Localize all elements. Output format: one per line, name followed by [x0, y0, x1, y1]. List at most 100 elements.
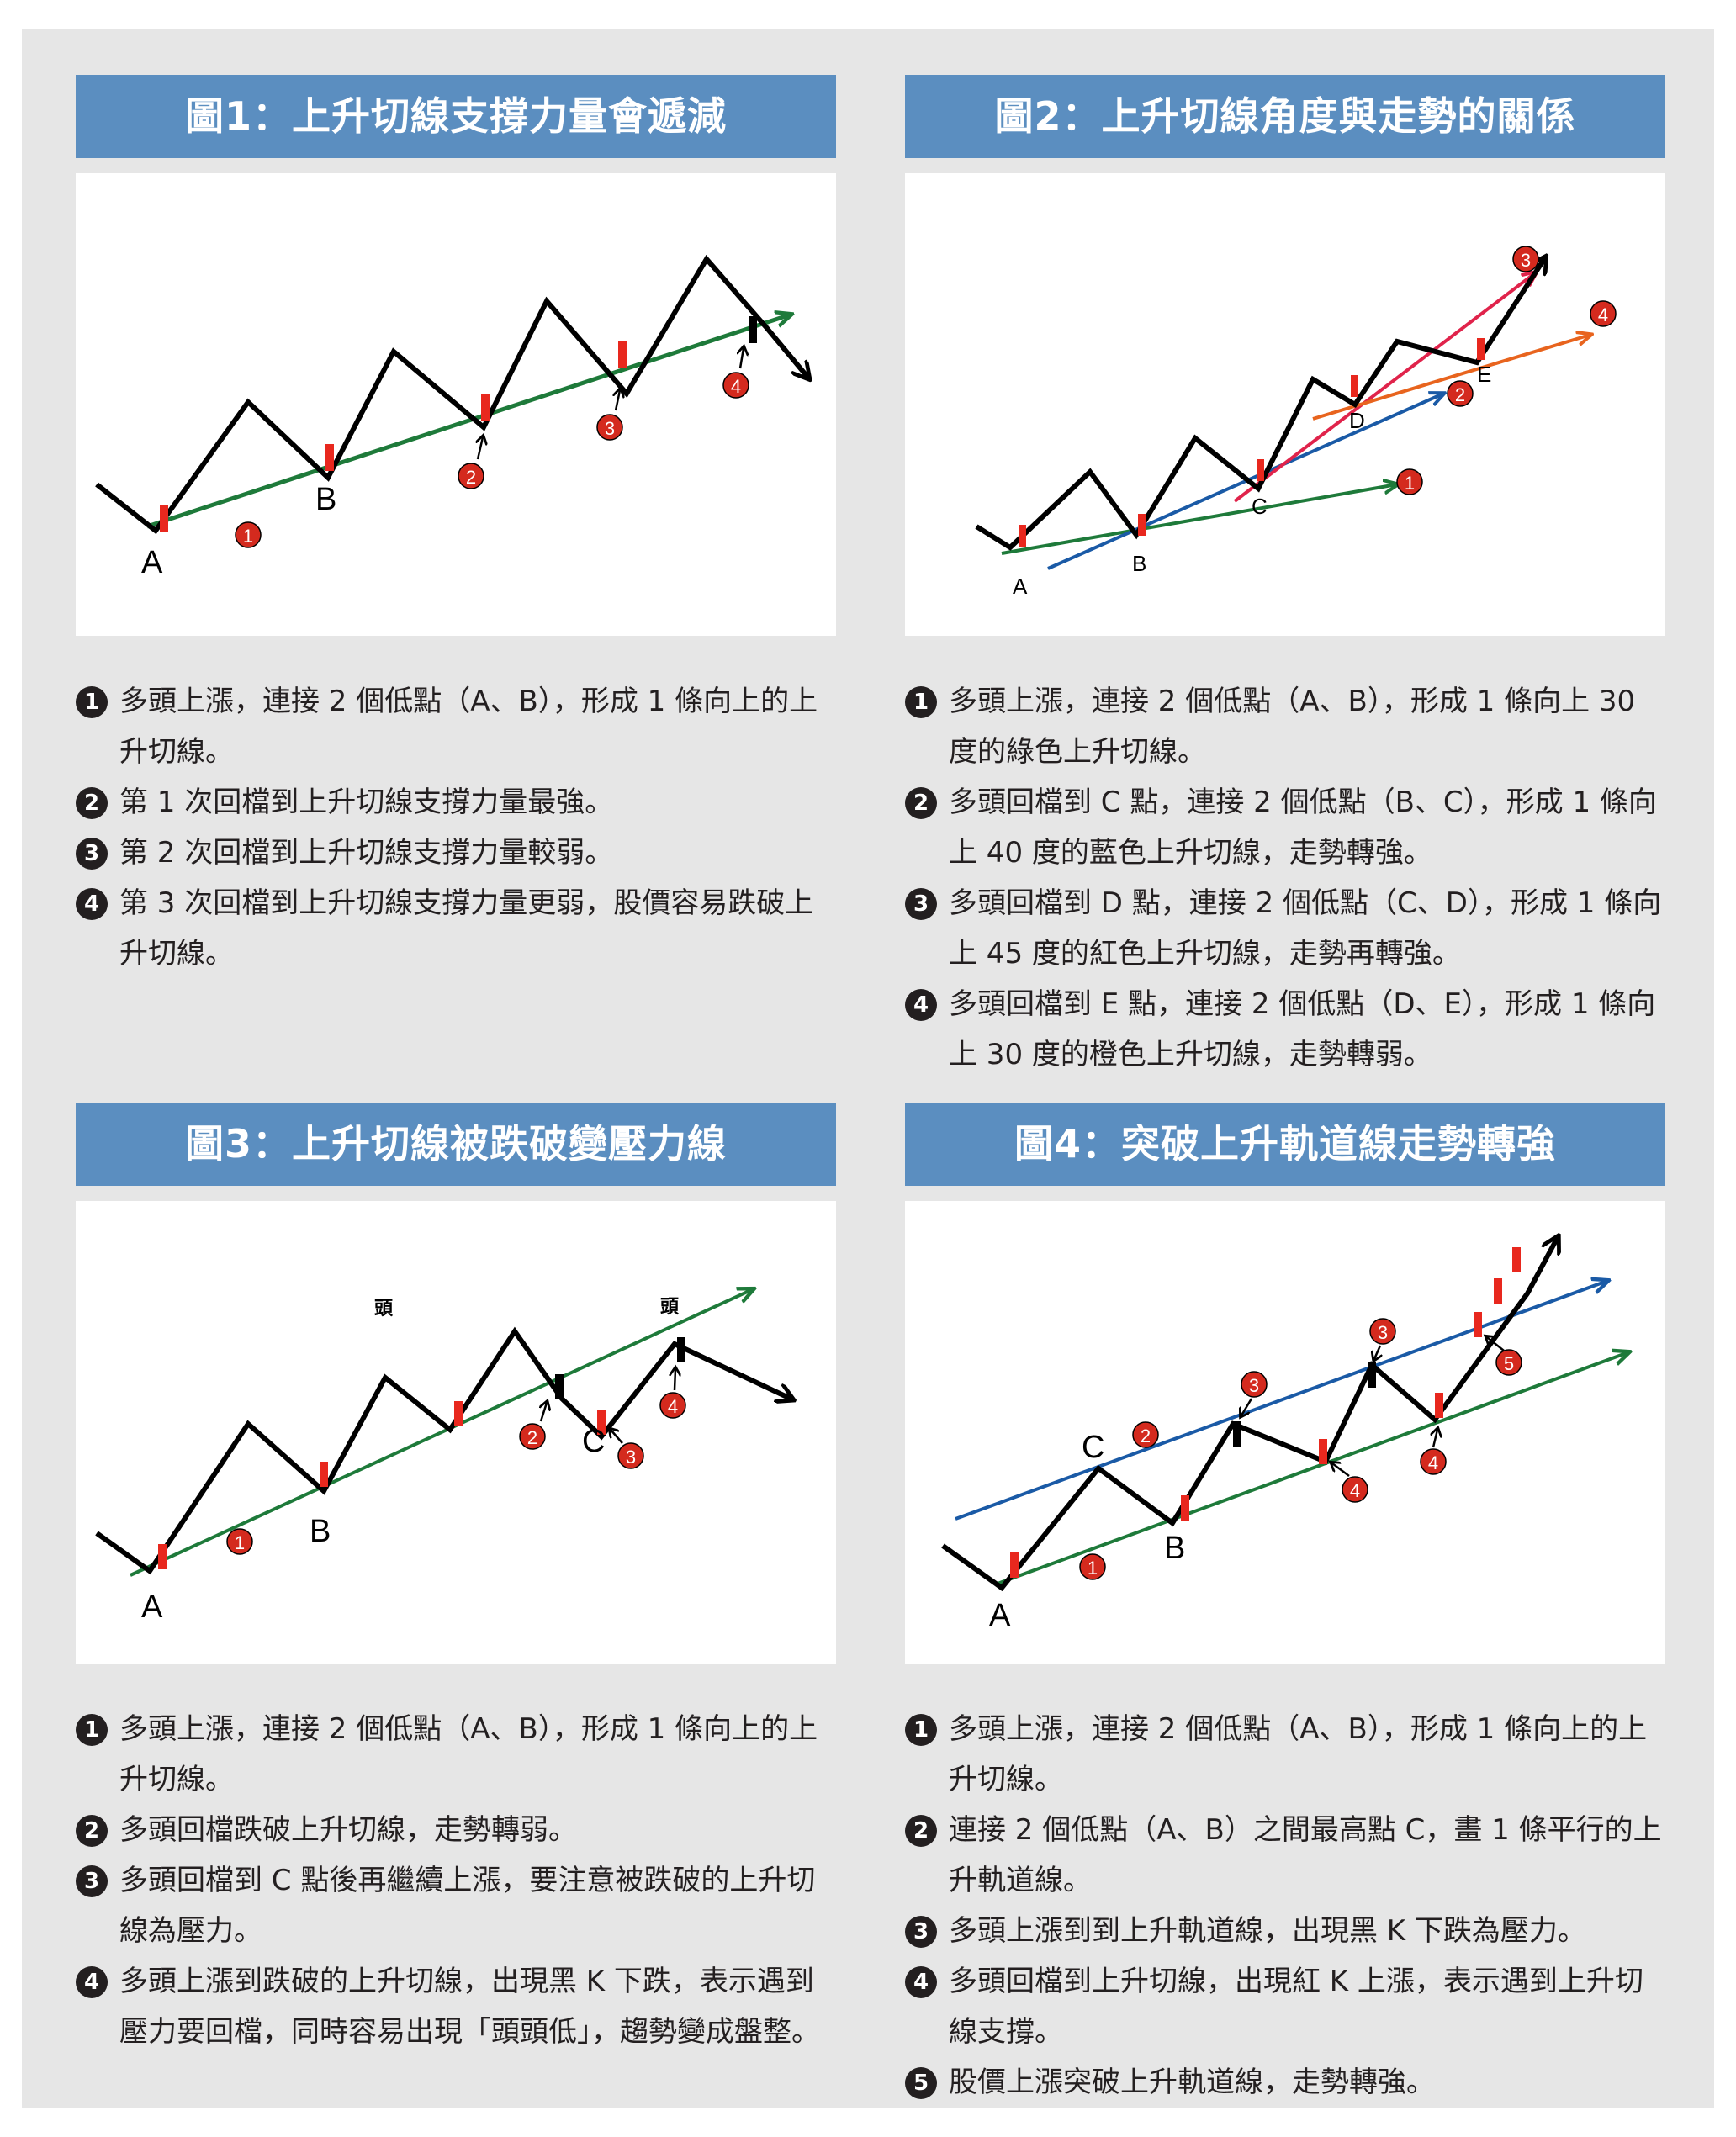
marker-2: 2: [1132, 1421, 1159, 1448]
note-item: 1 多頭上漲，連接 2 個低點（A、B），形成 1 條向上的上升切線。: [76, 676, 836, 777]
panel-figure-3: 圖3：上升切線被跌破變壓力線 A B C 頭 頭: [76, 1103, 836, 2049]
red-candle: [1138, 514, 1146, 536]
point-label-a: A: [989, 1598, 1011, 1633]
note-item: 2 連接 2 個低點（A、B）之間最高點 C，畫 1 條平行的上升軌道線。: [905, 1805, 1665, 1906]
svg-text:2: 2: [1141, 1426, 1151, 1447]
note-number: 2: [76, 787, 108, 819]
red-candle: [160, 505, 168, 532]
note-number: 1: [905, 1714, 937, 1746]
pointer-arrow: [1433, 1430, 1437, 1448]
note-text: 多頭上漲，連接 2 個低點（A、B），形成 1 條向上的上升切線。: [119, 685, 818, 769]
red-candle: [1257, 459, 1264, 481]
red-candle: [454, 1401, 463, 1426]
panel-title: 圖2：上升切線角度與走勢的關係: [905, 75, 1665, 158]
point-label-a: A: [1013, 574, 1028, 599]
note-text: 第 1 次回檔到上升切線支撐力量最強。: [119, 786, 614, 819]
point-label-c: C: [1082, 1430, 1104, 1465]
note-text: 多頭上漲，連接 2 個低點（A、B），形成 1 條向上的上升切線。: [119, 1712, 818, 1796]
price-path: [95, 254, 807, 535]
note-number: 1: [905, 686, 937, 718]
diagram-box: A B C D E 1 2 3 4: [905, 173, 1665, 636]
trendline-support-diagram: A B 1 2 3 4: [95, 254, 836, 580]
point-label-a: A: [141, 545, 163, 580]
price-path: [941, 1239, 1557, 1592]
marker-3: 3: [596, 414, 623, 441]
uptrend-line: [146, 315, 791, 529]
channel-breakout-diagram: A B C 1 2 3 3 4 4 5: [941, 1201, 1665, 1633]
point-label-c: C: [582, 1424, 605, 1459]
note-text: 多頭回檔到 E 點，連接 2 個低點（D、E），形成 1 條向上 30 度的橙色…: [949, 987, 1656, 1071]
point-label-b: B: [310, 1514, 331, 1549]
note-text: 連接 2 個低點（A、B）之間最高點 C，畫 1 條平行的上升軌道線。: [949, 1813, 1662, 1897]
svg-text:4: 4: [1428, 1452, 1438, 1473]
price-path: [95, 1326, 791, 1575]
note-item: 4 多頭上漲到跌破的上升切線，出現黑 K 下跌，表示遇到壓力要回檔，同時容易出現「…: [76, 1956, 836, 2057]
note-number: 5: [905, 2067, 937, 2099]
marker-3: 3: [617, 1442, 644, 1469]
point-label-b: B: [1132, 551, 1146, 576]
notes-list: 1 多頭上漲，連接 2 個低點（A、B），形成 1 條向上的上升切線。 2 連接 2…: [905, 1704, 1665, 2108]
black-candle: [749, 316, 757, 343]
red-candle: [481, 394, 490, 421]
note-number: 4: [76, 888, 108, 920]
red-candle: [1181, 1495, 1189, 1521]
marker-2: 2: [1447, 380, 1474, 407]
note-number: 2: [905, 1815, 937, 1847]
panel-title: 圖3：上升切線被跌破變壓力線: [76, 1103, 836, 1186]
price-path: [975, 259, 1544, 551]
marker-3: 3: [1512, 246, 1539, 272]
marker-4: 4: [1420, 1448, 1447, 1475]
note-number: 3: [905, 1916, 937, 1948]
broken-trendline-diagram: A B C 頭 頭 1 2 3 4: [95, 1201, 836, 1625]
red-trendline: [1233, 272, 1536, 503]
black-candle: [1233, 1421, 1241, 1447]
red-candle: [1474, 1312, 1482, 1337]
marker-1: 1: [1079, 1553, 1106, 1580]
note-text: 多頭上漲，連接 2 個低點（A、B），形成 1 條向上的上升切線。: [949, 1712, 1648, 1796]
svg-text:4: 4: [1350, 1480, 1360, 1501]
marker-3: 3: [1369, 1318, 1396, 1345]
note-item: 4 多頭回檔到 E 點，連接 2 個低點（D、E），形成 1 條向上 30 度的橙…: [905, 979, 1665, 1080]
svg-text:2: 2: [1455, 384, 1465, 405]
note-number: 3: [905, 888, 937, 920]
red-candle: [1010, 1552, 1019, 1578]
svg-text:1: 1: [235, 1532, 245, 1553]
pointer-arrow: [541, 1403, 547, 1422]
panel-figure-4: 圖4：突破上升軌道線走勢轉強: [905, 1103, 1665, 2099]
note-item: 3 多頭回檔到 C 點後再繼續上漲，要注意被跌破的上升切線為壓力。: [76, 1855, 836, 1956]
note-number: 1: [76, 686, 108, 718]
marker-2: 2: [458, 463, 484, 489]
svg-text:4: 4: [731, 376, 741, 397]
marker-1: 1: [235, 521, 262, 548]
svg-text:2: 2: [466, 467, 476, 488]
red-candle: [326, 444, 334, 471]
red-candle: [1319, 1439, 1327, 1464]
uptrend-line: [130, 1289, 753, 1577]
marker-4: 4: [659, 1392, 686, 1419]
note-item: 2 多頭回檔到 C 點，連接 2 個低點（B、C），形成 1 條向上 40 度的藍…: [905, 777, 1665, 878]
svg-text:4: 4: [668, 1396, 678, 1417]
diagram-box: A B C 頭 頭 1 2 3 4: [76, 1201, 836, 1664]
note-item: 5 股價上漲突破上升軌道線，走勢轉強。: [905, 2057, 1665, 2108]
note-item: 3 第 2 次回檔到上升切線支撐力量較弱。: [76, 828, 836, 878]
red-candle: [1494, 1278, 1502, 1304]
black-candle: [555, 1374, 564, 1399]
trendline-angle-diagram: A B C D E 1 2 3 4: [975, 246, 1617, 599]
note-item: 1 多頭上漲，連接 2 個低點（A、B），形成 1 條向上 30 度的綠色上升切線…: [905, 676, 1665, 777]
note-number: 4: [905, 989, 937, 1021]
note-item: 1 多頭上漲，連接 2 個低點（A、B），形成 1 條向上的上升切線。: [76, 1704, 836, 1805]
red-candle: [320, 1462, 328, 1487]
note-number: 1: [76, 1714, 108, 1746]
marker-1: 1: [226, 1528, 253, 1555]
red-candle: [618, 341, 627, 368]
note-text: 多頭上漲到到上升軌道線，出現黑 K 下跌為壓力。: [949, 1914, 1586, 1948]
point-label-a: A: [141, 1590, 163, 1625]
black-candle: [1368, 1362, 1376, 1388]
note-text: 多頭上漲，連接 2 個低點（A、B），形成 1 條向上 30 度的綠色上升切線。: [949, 685, 1636, 769]
panel-title: 圖1：上升切線支撐力量會遞減: [76, 75, 836, 158]
point-label-d: D: [1349, 408, 1365, 433]
note-text: 多頭回檔跌破上升切線，走勢轉弱。: [119, 1813, 577, 1847]
notes-list: 1 多頭上漲，連接 2 個低點（A、B），形成 1 條向上的上升切線。 2 第 1 …: [76, 676, 836, 979]
svg-text:3: 3: [1249, 1375, 1259, 1396]
red-candle: [1477, 338, 1485, 360]
